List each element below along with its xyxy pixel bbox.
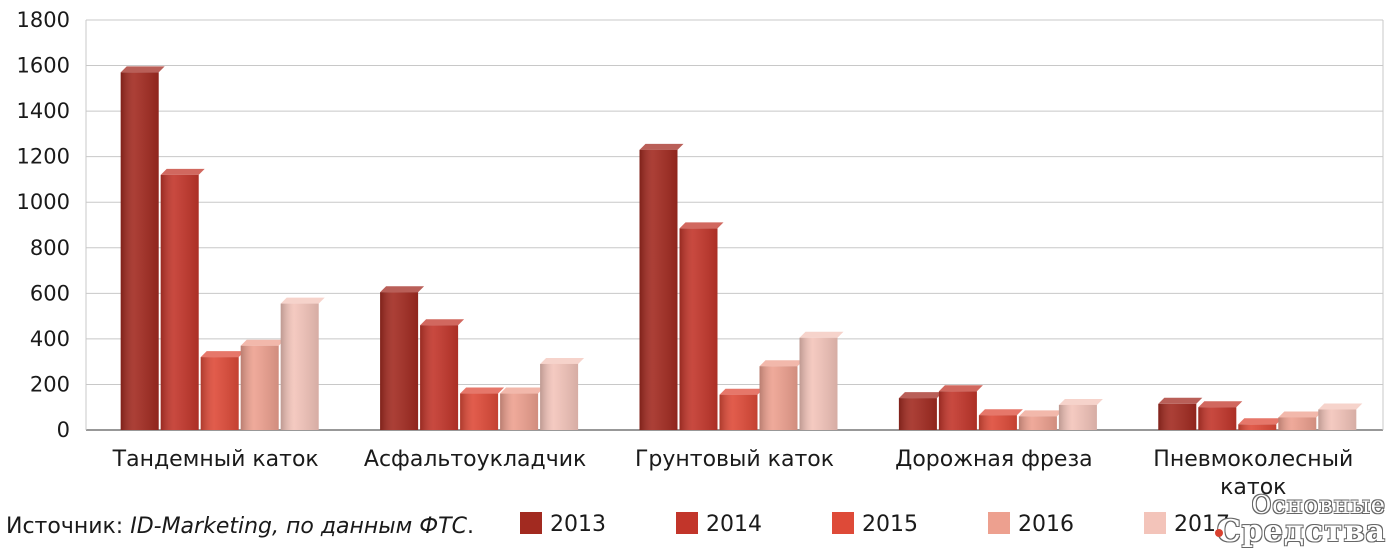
watermark-logo: Основные Средства xyxy=(1214,491,1386,549)
bar-2014-2 xyxy=(420,319,465,430)
bar-2015-3 xyxy=(719,388,764,430)
bar-2017-5 xyxy=(1318,403,1363,430)
legend-swatch xyxy=(676,512,698,534)
y-axis-ticks: 0 200 400 600 800 1000 1200 1400 1600 1800 xyxy=(17,8,70,442)
source-note: Источник: ID-Marketing, по данным ФТС. xyxy=(6,514,474,539)
y-tick-label: 1400 xyxy=(17,99,70,123)
legend-item-2013: 2013 xyxy=(520,512,606,537)
y-tick-label: 1000 xyxy=(17,190,70,214)
bar-2016-5 xyxy=(1278,411,1323,430)
x-category-label: Тандемный каток xyxy=(112,447,319,472)
bar-2016-3 xyxy=(759,360,804,430)
legend-label: 2013 xyxy=(550,512,606,537)
x-category-label: Пневмоколесный каток xyxy=(1153,447,1353,500)
legend-swatch xyxy=(832,512,854,534)
legend-item-2014: 2014 xyxy=(676,512,762,537)
bar-2016-4 xyxy=(1018,410,1063,430)
bar-2015-2 xyxy=(460,387,505,430)
legend-label: 2016 xyxy=(1018,512,1074,537)
legend: 2013 2014 2015 2016 2017 xyxy=(520,512,1230,537)
source-prefix: Источник: xyxy=(6,514,131,539)
legend-swatch xyxy=(520,512,542,534)
y-tick-label: 1200 xyxy=(17,145,70,169)
bar-2015-1 xyxy=(200,351,245,430)
bar-2013-4 xyxy=(898,392,943,430)
gridlines xyxy=(85,19,1384,431)
bar-2013-2 xyxy=(380,286,425,430)
bar-2017-1 xyxy=(280,297,325,430)
bar-2013-1 xyxy=(120,66,165,430)
source-name: ID-Marketing, по данным ФТС xyxy=(130,514,467,539)
legend-label: 2015 xyxy=(862,512,918,537)
legend-item-2016: 2016 xyxy=(988,512,1074,537)
y-tick-label: 200 xyxy=(30,372,70,396)
bar-2017-2 xyxy=(540,357,585,430)
y-tick-label: 1800 xyxy=(17,8,70,32)
bar-2013-3 xyxy=(639,143,684,431)
y-tick-label: 600 xyxy=(30,281,70,305)
legend-swatch xyxy=(1144,512,1166,534)
bar-2017-4 xyxy=(1058,398,1103,430)
watermark-line2: Средства xyxy=(1216,514,1386,549)
y-tick-label: 400 xyxy=(30,327,70,351)
bar-2015-4 xyxy=(978,409,1023,430)
bar-2013-5 xyxy=(1158,397,1203,430)
y-tick-label: 1600 xyxy=(17,54,70,78)
legend-item-2015: 2015 xyxy=(832,512,918,537)
bar-2016-1 xyxy=(240,339,285,430)
x-axis-categories: Тандемный каток Асфальтоукладчик Грунтовый… xyxy=(112,447,1354,500)
watermark-dot xyxy=(1214,529,1223,537)
bar-2014-3 xyxy=(679,222,724,430)
watermark-line1: Основные xyxy=(1251,491,1386,519)
y-tick-label: 0 xyxy=(57,418,70,442)
x-category-label: Дорожная фреза xyxy=(895,447,1092,472)
bar-2017-3 xyxy=(799,331,844,430)
bar-2014-5 xyxy=(1198,401,1243,430)
y-tick-label: 800 xyxy=(30,236,70,260)
legend-label: 2014 xyxy=(706,512,762,537)
bar-2014-4 xyxy=(938,385,983,430)
bar-2015-5 xyxy=(1238,418,1283,430)
bars xyxy=(120,66,1363,431)
source-suffix: . xyxy=(466,514,474,539)
legend-swatch xyxy=(988,512,1010,534)
x-category-label: Грунтовый каток xyxy=(635,447,834,472)
bar-2016-2 xyxy=(500,387,545,430)
bar-2014-1 xyxy=(160,168,205,430)
x-category-label: Асфальтоукладчик xyxy=(364,447,586,472)
